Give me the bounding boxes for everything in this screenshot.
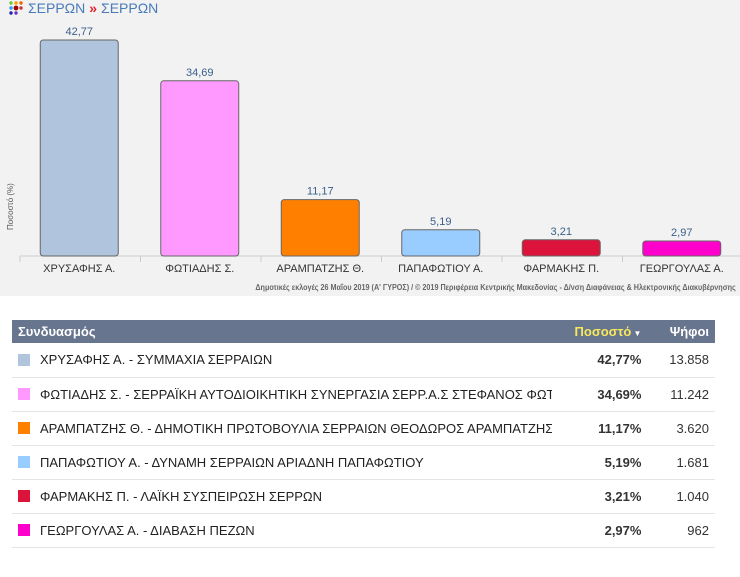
data-label: 34,69 — [186, 67, 214, 79]
bar[interactable] — [401, 229, 481, 257]
cell-combination: ΠΑΠΑΦΩΤΙΟΥ Α. - ΔΥΝΑΜΗ ΣΕΡΡΑΙΩΝ ΑΡΙΑΔΝΗ … — [12, 445, 552, 480]
bar-chart: Ποσοστό (%) 42,77 ΧΡΥΣΑΦΗΣ Α. 34,69 ΦΩΤΙΑΔΗΣ… — [6, 26, 740, 275]
cell-combination: ΦΑΡΜΑΚΗΣ Π. - ΛΑΪΚΗ ΣΥΣΠΕΙΡΩΣΗ ΣΕΡΡΩΝ — [12, 479, 552, 514]
cell-percent: 11,17% — [552, 411, 648, 446]
cell-votes: 13.858 — [647, 343, 715, 378]
table-row: ΓΕΩΡΓΟΥΛΑΣ Α. - ΔΙΑΒΑΣΗ ΠΕΖΩΝ 2,97% 962 — [12, 513, 715, 548]
cell-combination: ΓΕΩΡΓΟΥΛΑΣ Α. - ΔΙΑΒΑΣΗ ΠΕΖΩΝ — [12, 513, 552, 548]
combination-name: ΦΑΡΜΑΚΗΣ Π. - ΛΑΪΚΗ ΣΥΣΠΕΙΡΩΣΗ ΣΕΡΡΩΝ — [40, 488, 323, 504]
x-tick-label: ΠΑΠΑΦΩΤΙΟΥ Α. — [398, 263, 483, 275]
x-tick-label: ΦΑΡΜΑΚΗΣ Π. — [523, 263, 599, 275]
table-row: ΑΡΑΜΠΑΤΖΗΣ Θ. - ΔΗΜΟΤΙΚΗ ΠΡΩΤΟΒΟΥΛΙΑ ΣΕΡ… — [12, 411, 715, 446]
bar[interactable] — [39, 39, 119, 257]
header-percent-label: Ποσοστό — [574, 324, 632, 339]
cell-percent: 42,77% — [552, 343, 648, 378]
cell-percent: 5,19% — [552, 445, 648, 480]
combination-name: ΓΕΩΡΓΟΥΛΑΣ Α. - ΔΙΑΒΑΣΗ ΠΕΖΩΝ — [40, 522, 255, 538]
x-tick-label: ΧΡΥΣΑΦΗΣ Α. — [43, 263, 115, 275]
cell-votes: 11.242 — [647, 377, 715, 412]
table-row: ΦΩΤΙΑΔΗΣ Σ. - ΣΕΡΡΑΪΚΗ ΑΥΤΟΔΙΟΙΚΗΤΙΚΗ ΣΥ… — [12, 377, 715, 412]
data-label: 3,21 — [551, 226, 572, 238]
color-swatch — [18, 388, 30, 400]
x-tick-label: ΑΡΑΜΠΑΤΖΗΣ Θ. — [276, 263, 364, 275]
combination-name: ΦΩΤΙΑΔΗΣ Σ. - ΣΕΡΡΑΪΚΗ ΑΥΤΟΔΙΟΙΚΗΤΙΚΗ ΣΥ… — [40, 386, 552, 402]
cell-percent: 3,21% — [552, 479, 648, 514]
bar[interactable] — [521, 239, 601, 257]
cell-percent: 34,69% — [552, 377, 648, 412]
combination-name: ΧΡΥΣΑΦΗΣ Α. - ΣΥΜΜΑΧΙΑ ΣΕΡΡΑΙΩΝ — [40, 352, 273, 368]
color-swatch — [18, 353, 30, 366]
cell-combination: ΑΡΑΜΠΑΤΖΗΣ Θ. - ΔΗΜΟΤΙΚΗ ΠΡΩΤΟΒΟΥΛΙΑ ΣΕΡ… — [12, 411, 552, 446]
table-row: ΦΑΡΜΑΚΗΣ Π. - ΛΑΪΚΗ ΣΥΣΠΕΙΡΩΣΗ ΣΕΡΡΩΝ 3,… — [12, 479, 715, 514]
color-swatch — [18, 524, 30, 536]
breadcrumb-separator: » — [89, 0, 98, 16]
header-percent[interactable]: Ποσοστό ▼ — [552, 320, 648, 343]
y-axis-label: Ποσοστό (%) — [6, 183, 15, 230]
results-table: Συνδυασμός Ποσοστό ▼ Ψήφοι ΧΡΥΣΑΦΗΣ Α. -… — [12, 320, 715, 548]
bar[interactable] — [642, 240, 722, 257]
color-swatch — [18, 422, 30, 434]
chart-footnote: Δημοτικές εκλογές 26 Μαΐου 2019 (Α' ΓΥΡΟ… — [255, 283, 736, 292]
bar[interactable] — [280, 199, 360, 257]
color-swatch — [18, 456, 30, 468]
cell-votes: 962 — [647, 513, 715, 548]
combination-name: ΑΡΑΜΠΑΤΖΗΣ Θ. - ΔΗΜΟΤΙΚΗ ΠΡΩΤΟΒΟΥΛΙΑ ΣΕΡ… — [40, 420, 552, 436]
cell-percent: 2,97% — [552, 513, 648, 548]
sort-desc-icon: ▼ — [631, 329, 642, 338]
data-label: 11,17 — [307, 186, 334, 198]
dots-grid-icon — [9, 1, 23, 15]
data-label: 5,19 — [430, 216, 451, 228]
header-combination[interactable]: Συνδυασμός — [12, 320, 552, 343]
data-label: 42,77 — [65, 26, 93, 38]
color-swatch — [18, 490, 30, 502]
header-votes[interactable]: Ψήφοι — [647, 320, 715, 343]
table-header-row: Συνδυασμός Ποσοστό ▼ Ψήφοι — [12, 320, 715, 343]
cell-combination: ΦΩΤΙΑΔΗΣ Σ. - ΣΕΡΡΑΪΚΗ ΑΥΤΟΔΙΟΙΚΗΤΙΚΗ ΣΥ… — [12, 377, 552, 412]
cell-votes: 3.620 — [647, 411, 715, 446]
breadcrumb-link-region[interactable]: ΣΕΡΡΩΝ — [28, 0, 86, 16]
x-tick-label: ΓΕΩΡΓΟΥΛΑΣ Α. — [640, 263, 724, 275]
x-tick-label: ΦΩΤΙΑΔΗΣ Σ. — [165, 263, 234, 275]
table-row: ΠΑΠΑΦΩΤΙΟΥ Α. - ΔΥΝΑΜΗ ΣΕΡΡΑΙΩΝ ΑΡΙΑΔΝΗ … — [12, 445, 715, 480]
data-label: 2,97 — [671, 227, 692, 239]
breadcrumb: ΣΕΡΡΩΝ » ΣΕΡΡΩΝ — [8, 0, 158, 16]
cell-votes: 1.040 — [647, 479, 715, 514]
chart-panel: Ποσοστό (%) 42,77 ΧΡΥΣΑΦΗΣ Α. 34,69 ΦΩΤΙΑΔΗΣ… — [0, 0, 740, 296]
combination-name: ΠΑΠΑΦΩΤΙΟΥ Α. - ΔΥΝΑΜΗ ΣΕΡΡΑΙΩΝ ΑΡΙΑΔΝΗ … — [40, 454, 424, 470]
bar[interactable] — [160, 80, 240, 257]
cell-combination: ΧΡΥΣΑΦΗΣ Α. - ΣΥΜΜΑΧΙΑ ΣΕΡΡΑΙΩΝ — [12, 343, 552, 378]
breadcrumb-link-municipality[interactable]: ΣΕΡΡΩΝ — [101, 0, 159, 16]
table-row: ΧΡΥΣΑΦΗΣ Α. - ΣΥΜΜΑΧΙΑ ΣΕΡΡΑΙΩΝ 42,77% 1… — [12, 343, 715, 378]
cell-votes: 1.681 — [647, 445, 715, 480]
